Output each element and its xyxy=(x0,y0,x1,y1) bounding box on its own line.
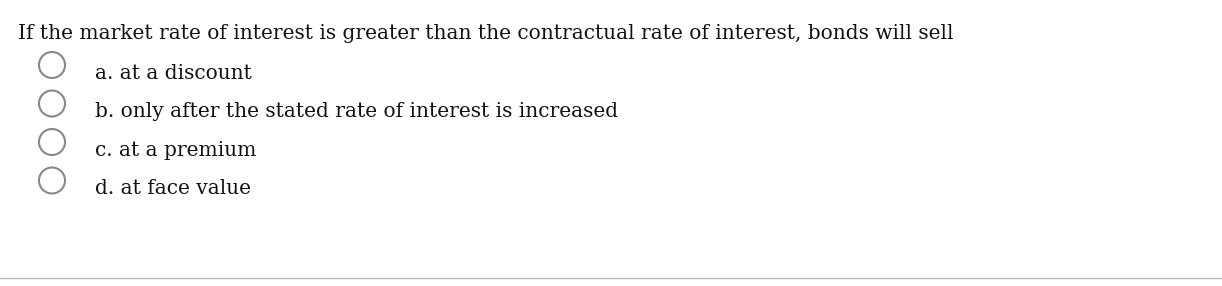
Text: If the market rate of interest is greater than the contractual rate of interest,: If the market rate of interest is greate… xyxy=(18,24,953,43)
Text: a. at a discount: a. at a discount xyxy=(95,64,252,83)
Text: c. at a premium: c. at a premium xyxy=(95,141,257,160)
Text: d. at face value: d. at face value xyxy=(95,180,251,198)
Text: b. only after the stated rate of interest is increased: b. only after the stated rate of interes… xyxy=(95,102,618,122)
